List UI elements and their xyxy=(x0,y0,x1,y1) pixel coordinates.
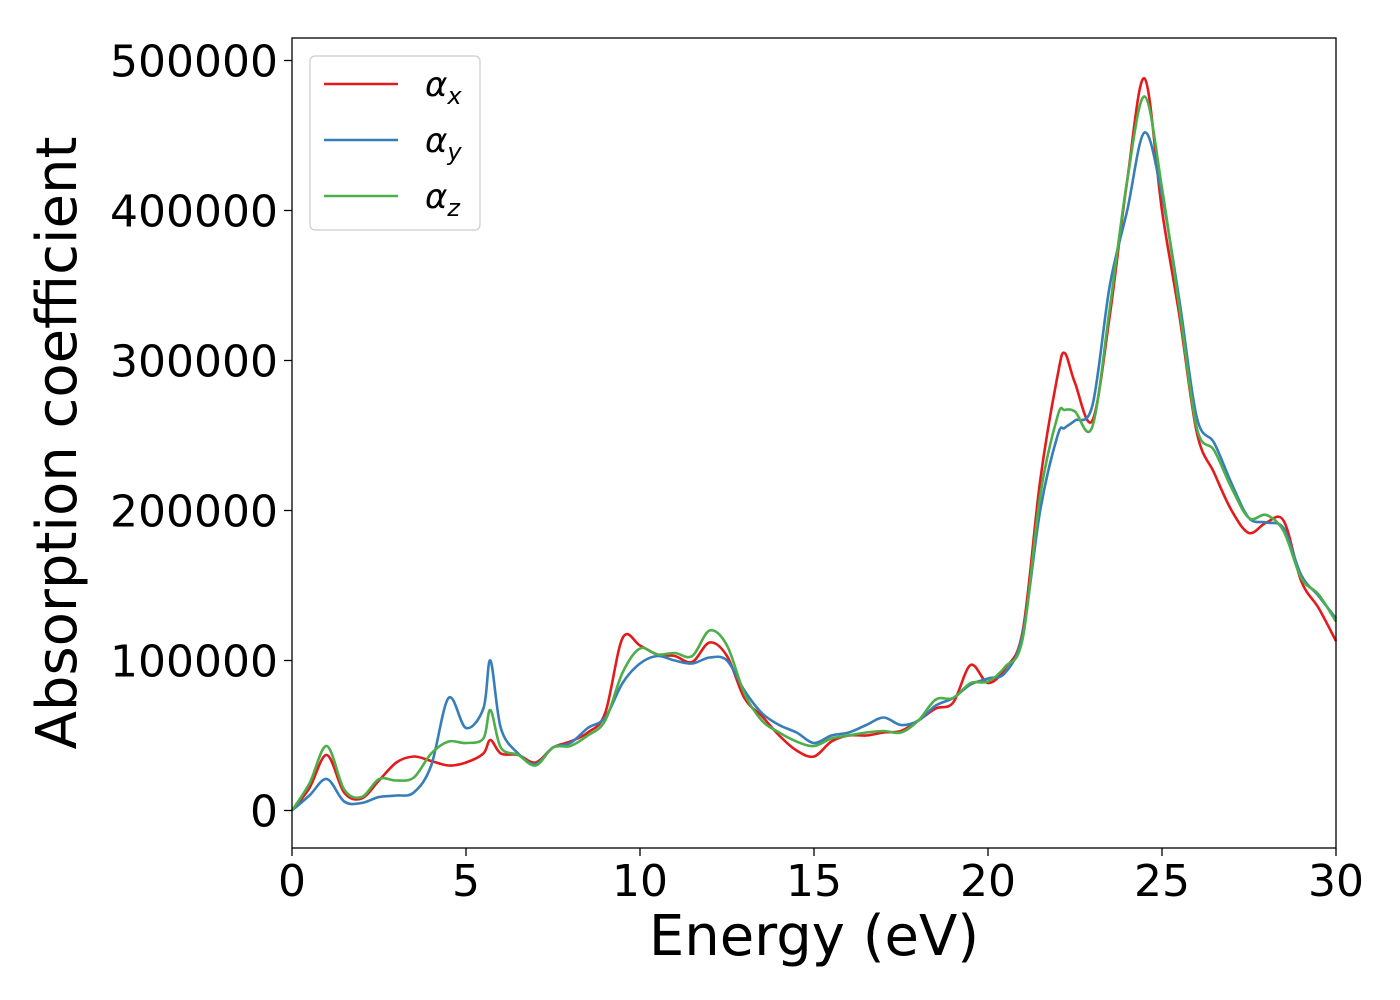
y-axis-title: Absorption coefficient xyxy=(25,137,90,750)
x-tick-label: 0 xyxy=(278,856,306,907)
x-tick-label: 20 xyxy=(960,856,1016,907)
x-tick-label: 15 xyxy=(786,856,842,907)
series-layer xyxy=(290,77,1338,812)
y-tick-label: 400000 xyxy=(110,187,278,238)
y-ticks: 0 100000 200000 300000 400000 500000 xyxy=(110,37,292,838)
series-line-x xyxy=(290,77,1338,812)
x-tick-label: 5 xyxy=(452,856,480,907)
x-axis-title: Energy (eV) xyxy=(649,904,979,969)
y-tick-label: 0 xyxy=(250,787,278,838)
y-tick-label: 500000 xyxy=(110,37,278,88)
x-tick-label: 10 xyxy=(612,856,668,907)
y-tick-label: 300000 xyxy=(110,337,278,388)
y-tick-label: 100000 xyxy=(110,637,278,688)
legend-frame xyxy=(309,55,481,231)
x-tick-label: 30 xyxy=(1308,856,1364,907)
x-ticks: 0 5 10 15 20 25 30 xyxy=(278,848,1364,907)
series-line-z xyxy=(290,95,1338,812)
x-tick-label: 25 xyxy=(1134,856,1190,907)
y-tick-label: 200000 xyxy=(110,487,278,538)
